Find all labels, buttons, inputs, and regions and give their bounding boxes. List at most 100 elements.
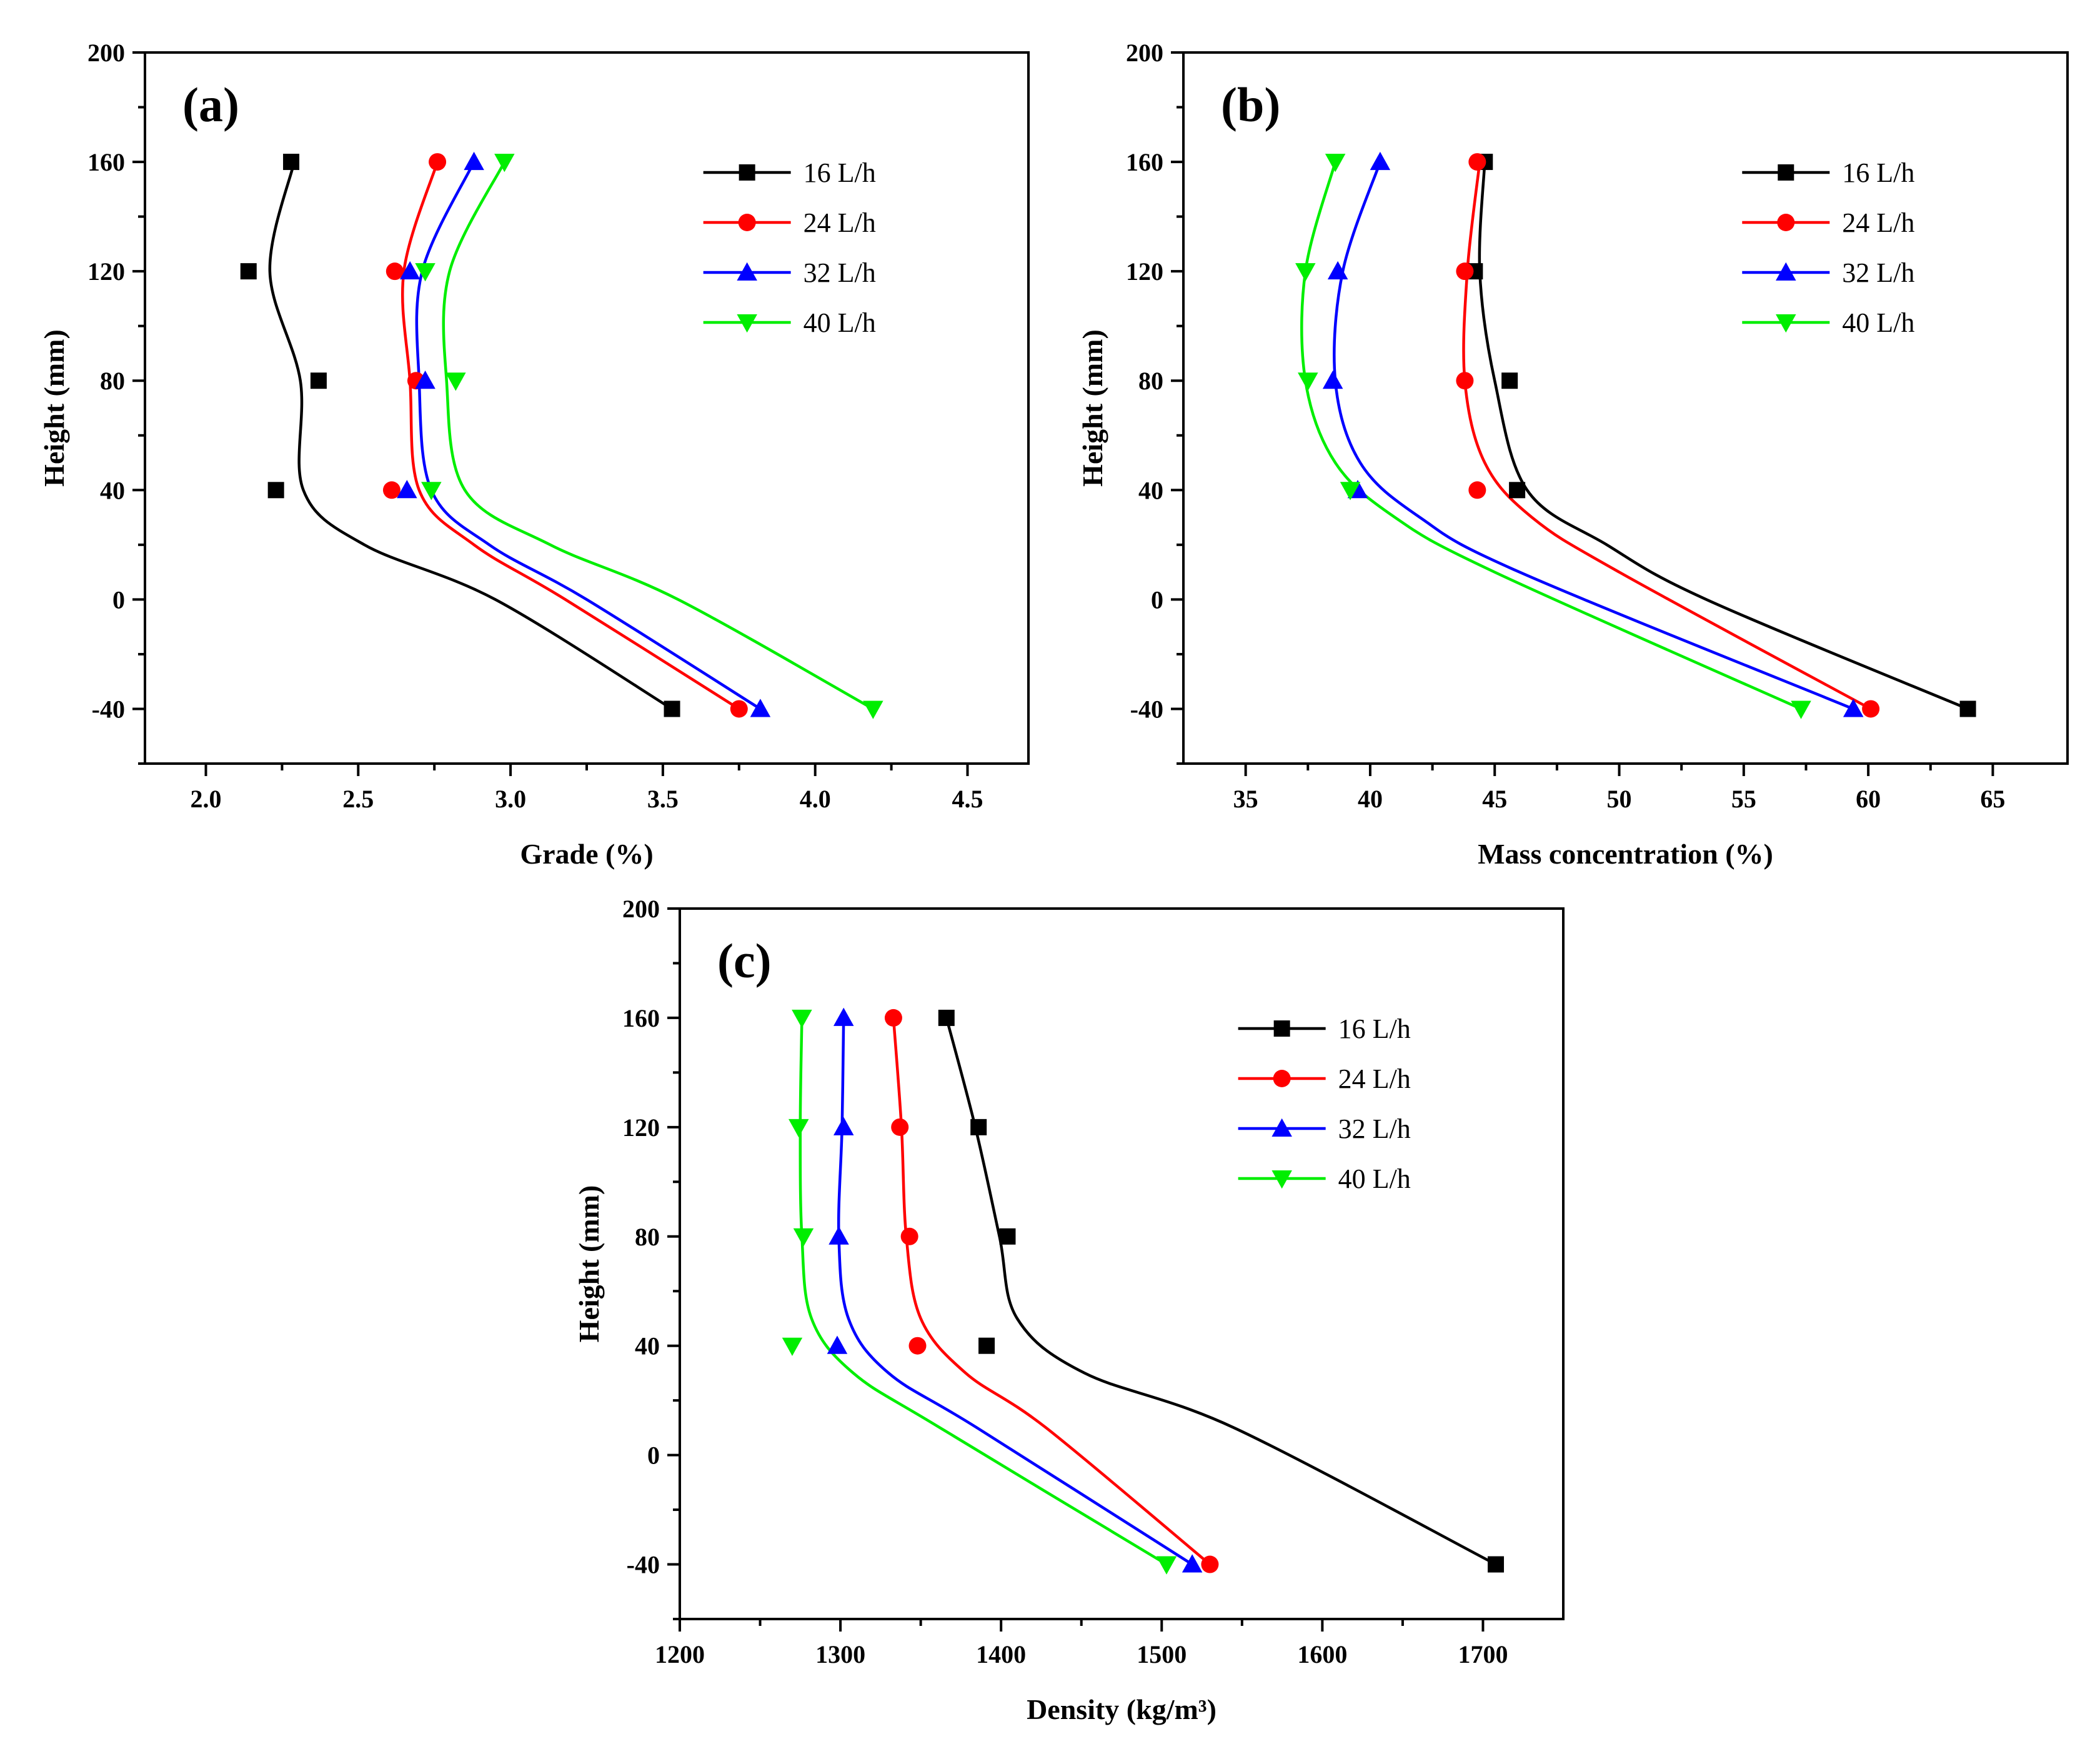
- y-tick-label: 40: [100, 476, 125, 504]
- x-tick-label: 1500: [1137, 1640, 1187, 1668]
- fit-line-a-s2: [415, 161, 762, 710]
- data-point-c-s0-4: [1488, 1556, 1505, 1573]
- x-tick-label: 35: [1233, 785, 1258, 813]
- panel-label: (b): [1221, 77, 1280, 132]
- data-point-a-s0-2: [310, 372, 327, 389]
- data-point-b-s2-4: [1843, 699, 1864, 717]
- y-tick-label: 200: [87, 39, 125, 67]
- x-tick-label: 4.0: [800, 785, 831, 813]
- y-tick-label: -40: [627, 1551, 660, 1579]
- data-point-a-s1-4: [730, 700, 748, 718]
- legend-marker-b-2: [1776, 262, 1796, 281]
- legend-label: 40 L/h: [1338, 1164, 1411, 1194]
- x-tick-label: 1200: [655, 1640, 705, 1668]
- y-tick-label: 200: [622, 895, 660, 923]
- legend-label: 16 L/h: [1842, 157, 1914, 188]
- y-tick-label: 0: [647, 1442, 660, 1470]
- legend-marker-a-2: [737, 262, 757, 281]
- y-tick-label: -40: [1130, 695, 1163, 723]
- legend-label: 32 L/h: [1338, 1114, 1411, 1144]
- legend-label: 40 L/h: [1842, 307, 1914, 338]
- plot-frame-a: [144, 51, 1030, 765]
- x-tick-label: 4.5: [952, 785, 983, 813]
- y-tick-label: -40: [92, 695, 125, 723]
- legend-marker-a-3: [737, 314, 757, 333]
- y-tick-label: 0: [112, 586, 125, 614]
- fit-line-c-s1: [892, 1017, 1211, 1566]
- legend-label: 16 L/h: [1338, 1014, 1411, 1044]
- data-point-a-s3-0: [494, 154, 515, 172]
- data-point-c-s2-0: [833, 1007, 854, 1026]
- data-point-a-s1-3: [382, 481, 401, 499]
- x-axis-title: Grade (%): [520, 838, 653, 870]
- x-tick-label: 65: [1980, 785, 2005, 813]
- data-point-c-s0-2: [999, 1228, 1016, 1245]
- x-axis-title: Mass concentration (%): [1478, 838, 1773, 870]
- data-point-c-s3-2: [793, 1228, 814, 1247]
- y-tick-label: 80: [100, 367, 125, 395]
- fit-line-a-s0: [268, 161, 673, 710]
- legend-marker-b-3: [1776, 314, 1796, 333]
- legend-b: 16 L/h 24 L/h 32 L/h 40 L/h: [1742, 157, 1914, 338]
- data-point-c-s1-4: [1201, 1555, 1219, 1573]
- data-point-b-s2-0: [1370, 151, 1391, 171]
- data-point-b-s1-4: [1862, 700, 1880, 718]
- data-point-c-s0-1: [970, 1119, 987, 1135]
- data-point-c-s2-1: [833, 1117, 854, 1135]
- data-point-c-s1-0: [884, 1009, 902, 1027]
- data-point-a-s0-0: [283, 154, 300, 171]
- y-tick-label: 160: [87, 148, 125, 176]
- data-point-a-s2-1: [399, 261, 420, 280]
- data-point-c-s0-3: [978, 1337, 995, 1354]
- data-point-c-s1-3: [908, 1337, 927, 1355]
- data-point-a-s1-1: [386, 262, 404, 281]
- data-point-a-s0-1: [240, 263, 257, 280]
- data-point-b-s3-3: [1340, 482, 1361, 501]
- data-point-b-s1-3: [1468, 481, 1486, 499]
- data-point-a-s3-3: [421, 482, 442, 501]
- data-point-a-s2-0: [464, 151, 484, 171]
- chart-panel-c: 1200 1300 1400 1500 1600 1700 -40 0 40 80 120 160 20…: [573, 895, 1565, 1725]
- x-tick-label: 60: [1856, 785, 1881, 813]
- y-tick-label: 120: [1126, 257, 1163, 286]
- y-axis-title: Height (mm): [38, 329, 70, 487]
- y-tick-label: 40: [1138, 476, 1163, 504]
- legend-label: 24 L/h: [1338, 1064, 1411, 1094]
- y-tick-label: 80: [635, 1223, 660, 1251]
- panel-label: (a): [182, 77, 239, 132]
- fit-line-b-s1: [1462, 161, 1872, 710]
- x-tick-label: 45: [1482, 785, 1507, 813]
- fit-line-a-s1: [401, 161, 740, 710]
- fit-line-b-s2: [1333, 161, 1854, 710]
- data-point-b-s3-0: [1325, 154, 1346, 172]
- data-point-c-s3-0: [792, 1009, 812, 1029]
- legend-label: 24 L/h: [804, 207, 876, 238]
- data-point-c-s2-2: [829, 1226, 849, 1245]
- legend-marker-a-0: [739, 164, 755, 181]
- data-point-b-s0-3: [1509, 482, 1526, 499]
- data-point-c-s1-1: [891, 1118, 909, 1136]
- y-axis-title: Height (mm): [1077, 329, 1108, 487]
- legend-label: 24 L/h: [1842, 207, 1914, 238]
- x-tick-label: 50: [1607, 785, 1632, 813]
- legend-label: 32 L/h: [804, 257, 876, 288]
- chart-panel-a: 2.0 2.5 3.0 3.5 4.0 4.5 -40 0 40 80 120 160 200 Grade…: [38, 39, 1030, 870]
- data-point-a-s2-3: [397, 480, 417, 499]
- data-point-a-s2-4: [750, 699, 771, 717]
- x-tick-label: 1300: [815, 1640, 865, 1668]
- y-tick-label: 200: [1126, 39, 1163, 67]
- data-point-a-s0-3: [267, 482, 284, 499]
- legend-label: 40 L/h: [804, 307, 876, 338]
- x-tick-label: 40: [1358, 785, 1383, 813]
- y-tick-label: 160: [1126, 148, 1163, 176]
- data-point-c-s2-3: [827, 1335, 848, 1354]
- legend-marker-a-1: [738, 214, 756, 231]
- x-tick-label: 1600: [1297, 1640, 1347, 1668]
- data-point-a-s1-0: [429, 153, 447, 171]
- data-point-b-s2-1: [1327, 261, 1348, 280]
- data-point-b-s1-0: [1468, 153, 1486, 171]
- data-point-b-s2-2: [1322, 370, 1343, 389]
- y-tick-label: 0: [1151, 586, 1163, 614]
- y-axis-title: Height (mm): [573, 1185, 605, 1343]
